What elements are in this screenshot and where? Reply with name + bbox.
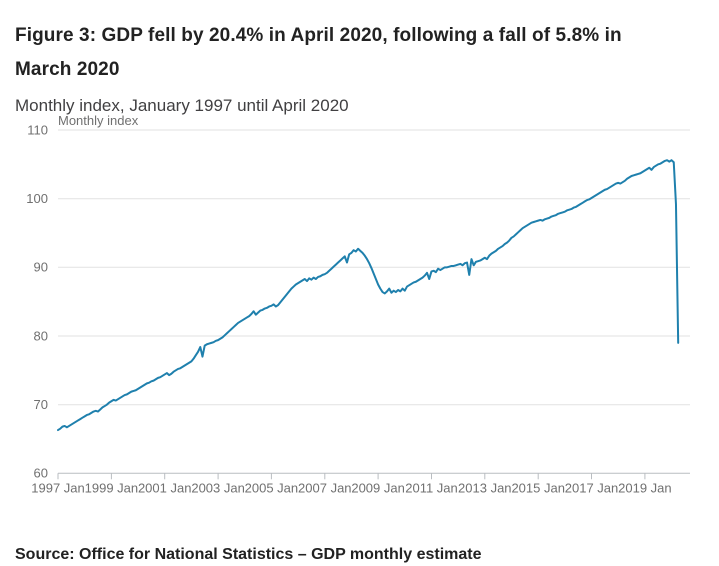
page-title-line1: Figure 3: GDP fell by 20.4% in April 202…: [15, 24, 622, 46]
y-tick-label: 60: [34, 466, 48, 481]
y-tick-label: 110: [27, 122, 48, 137]
x-tick-label: 2009 Jan: [351, 480, 405, 495]
x-tick-label: 1997 Jan: [31, 480, 85, 495]
x-tick-label: 2011 Jan: [405, 480, 458, 495]
y-tick-label: 90: [34, 260, 48, 275]
x-tick-label: 2007 Jan: [298, 480, 352, 495]
x-tick-label: 2003 Jan: [191, 480, 245, 495]
y-tick-label: 70: [34, 397, 48, 412]
x-tick-label: 2001 Jan: [138, 480, 192, 495]
x-tick-label: 2013 Jan: [458, 480, 512, 495]
page-title: Figure 3: GDP fell by 20.4% in April 202…: [15, 19, 695, 87]
y-tick-label: 100: [26, 191, 48, 206]
gdp-series-line: [57, 159, 680, 432]
x-tick-label: 2015 Jan: [511, 480, 565, 495]
chart-subtitle: Monthly index, January 1997 until April …: [15, 96, 349, 115]
source-note: Source: Office for National Statistics –…: [15, 546, 482, 563]
x-tick-label: 1999 Jan: [85, 480, 139, 495]
y-axis-title-text: Monthly index: [58, 115, 139, 128]
y-axis-title: Monthly index: [58, 115, 178, 128]
x-tick-label: 2017 Jan: [565, 480, 619, 495]
x-tick-label: 2019 Jan: [618, 480, 672, 495]
x-tick-label: 2005 Jan: [245, 480, 299, 495]
y-tick-label: 80: [34, 328, 48, 343]
page-title-line2: March 2020: [15, 58, 120, 80]
